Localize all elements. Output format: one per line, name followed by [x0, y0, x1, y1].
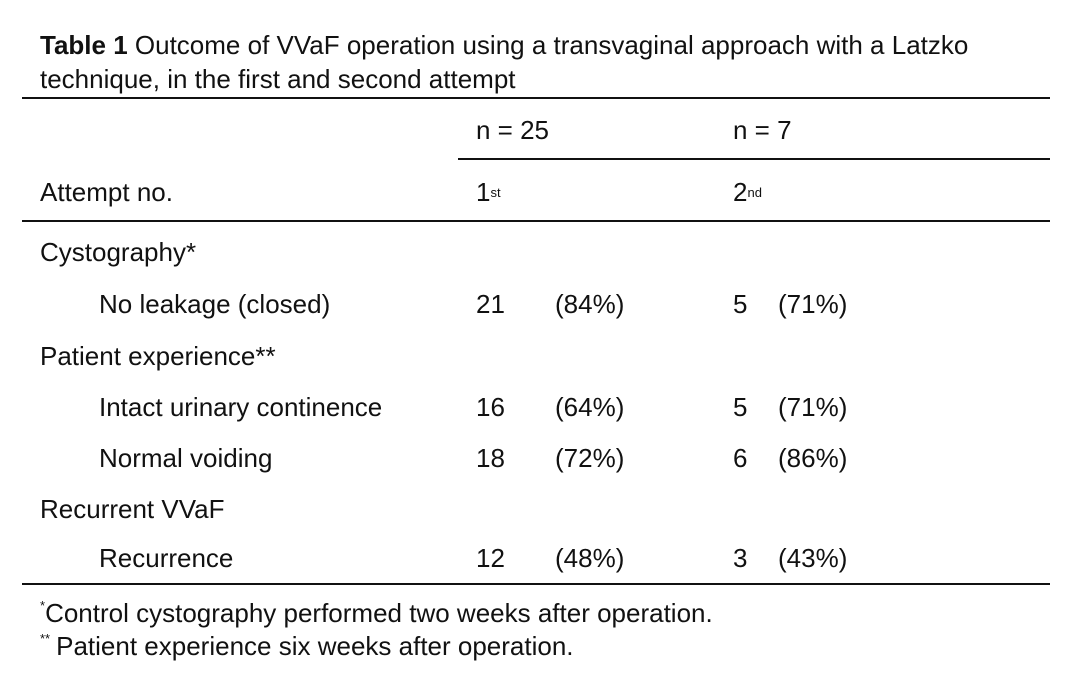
footnote: ** Patient experience six weeks after ope… — [40, 630, 574, 667]
first-count: 16 — [476, 392, 505, 422]
first-count: 12 — [476, 543, 505, 573]
first-count: 21 — [476, 289, 505, 319]
second-percent: (43%) — [778, 543, 848, 573]
row-label: Cystography* — [40, 237, 197, 267]
first-attempt-suffix: st — [490, 185, 501, 200]
second-count: 5 — [733, 289, 748, 319]
row-label: Intact urinary continence — [99, 392, 383, 422]
second-attempt-number: 2 — [733, 177, 748, 207]
row-label: Recurrent VVaF — [40, 494, 225, 524]
column-group-rule — [458, 158, 1050, 160]
top-rule — [22, 97, 1050, 99]
second-count: 3 — [733, 543, 748, 573]
header-rule — [22, 220, 1050, 222]
first-attempt-number: 1 — [476, 177, 491, 207]
second-percent: (71%) — [778, 289, 848, 319]
first-percent: (64%) — [555, 392, 625, 422]
caption-text: Outcome of VVaF operation using a transv… — [40, 30, 969, 94]
footnote-text: Patient experience six weeks after opera… — [56, 631, 574, 661]
table-label: Table 1 — [40, 30, 128, 60]
n-second-header: n = 7 — [733, 115, 792, 145]
n-first-header: n = 25 — [476, 115, 550, 145]
second-attempt-header: 2nd — [733, 176, 762, 208]
table-caption: Table 1 Outcome of VVaF operation using … — [40, 28, 1040, 96]
footnote-text: Control cystography performed two weeks … — [45, 598, 713, 628]
row-label: Patient experience** — [40, 341, 276, 371]
first-attempt-header: 1st — [476, 176, 501, 208]
second-count: 5 — [733, 392, 748, 422]
row-label: Normal voiding — [99, 443, 273, 473]
second-percent: (71%) — [778, 392, 848, 422]
bottom-rule — [22, 583, 1050, 585]
second-count: 6 — [733, 443, 748, 473]
footnote-mark: * — [40, 598, 46, 613]
row-label: No leakage (closed) — [99, 289, 331, 319]
second-attempt-suffix: nd — [747, 185, 762, 200]
footnote: *Control cystography performed two weeks… — [40, 597, 713, 634]
first-percent: (48%) — [555, 543, 625, 573]
row-label: Recurrence — [99, 543, 234, 573]
attempt-label: Attempt no. — [40, 177, 173, 207]
footnote-mark: ** — [40, 631, 51, 646]
second-percent: (86%) — [778, 443, 848, 473]
first-percent: (72%) — [555, 443, 625, 473]
first-percent: (84%) — [555, 289, 625, 319]
first-count: 18 — [476, 443, 505, 473]
